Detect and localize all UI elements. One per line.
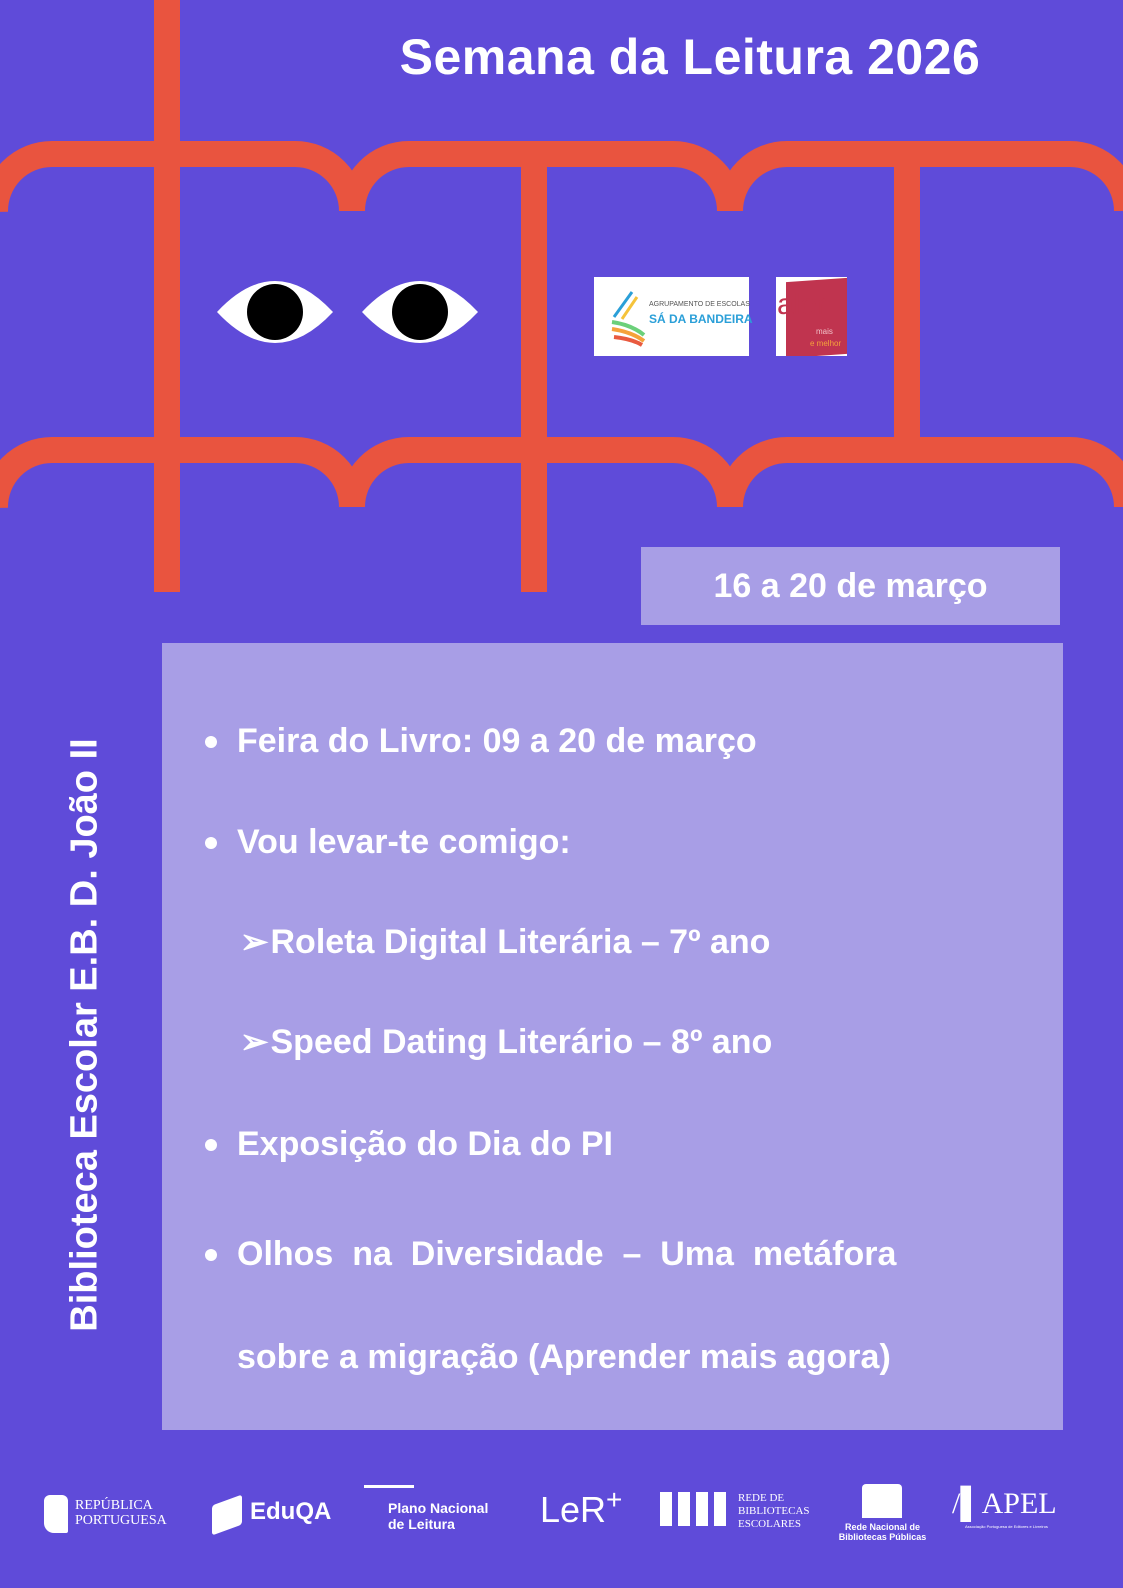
book-icon (862, 1484, 902, 1518)
rbe-icon (660, 1492, 728, 1526)
arrow-bullet-icon: ➢ (240, 923, 269, 961)
rnbp-logo: Rede Nacional de Bibliotecas Públicas (838, 1522, 927, 1542)
list-item: Vou levar-te comigo: (205, 823, 571, 861)
eduqa-icon (212, 1494, 242, 1536)
rbe-logo: REDE DE BIBLIOTECAS ESCOLARES (738, 1492, 810, 1530)
sub-list-item: ➢Speed Dating Literário – 8º ano (240, 1023, 773, 1061)
activities-panel: Feira do Livro: 09 a 20 de março Vou lev… (162, 643, 1063, 1430)
list-item: Olhos na Diversidade – Uma metáfora (204, 1235, 897, 1273)
list-item-continuation: sobre a migração (Aprender mais agora) (237, 1338, 891, 1376)
sub-list-item: ➢Roleta Digital Literária – 7º ano (240, 923, 771, 961)
pnl-logo: Plano Nacional de Leitura (388, 1500, 489, 1532)
school-logo: AGRUPAMENTO DE ESCOLAS SÁ DA BANDEIRA (594, 277, 753, 356)
arrow-bullet-icon: ➢ (240, 1023, 269, 1061)
partner-logos: REPÚBLICA PORTUGUESA EduQA Plano Nacional… (0, 1470, 1123, 1560)
date-banner: 16 a 20 de março (641, 547, 1060, 625)
apel-logo: /▌APEL (952, 1487, 1057, 1520)
list-item: Exposição do Dia do PI (205, 1125, 613, 1163)
list-item: Feira do Livro: 09 a 20 de março (205, 722, 757, 760)
date-text: 16 a 20 de março (713, 566, 988, 605)
aler-logo: aler mais e melhor (776, 277, 847, 356)
ler-mais-logo: LeR+ (540, 1484, 623, 1530)
page-title: Semana da Leitura 2026 (399, 29, 981, 85)
decorative-book-lines (0, 0, 1123, 592)
book-open-icon (364, 1485, 414, 1488)
eyes-icon (217, 281, 478, 343)
republica-emblem-icon (44, 1495, 68, 1533)
eduqa-logo: EduQA (250, 1498, 332, 1525)
republica-logo: REPÚBLICA PORTUGUESA (75, 1498, 167, 1528)
apel-subtitle: Associação Portuguesa de Editores e Livr… (965, 1524, 1048, 1529)
side-title: Biblioteca Escolar E.B. D. João II (63, 738, 106, 1332)
book-pages-icon (611, 291, 646, 347)
